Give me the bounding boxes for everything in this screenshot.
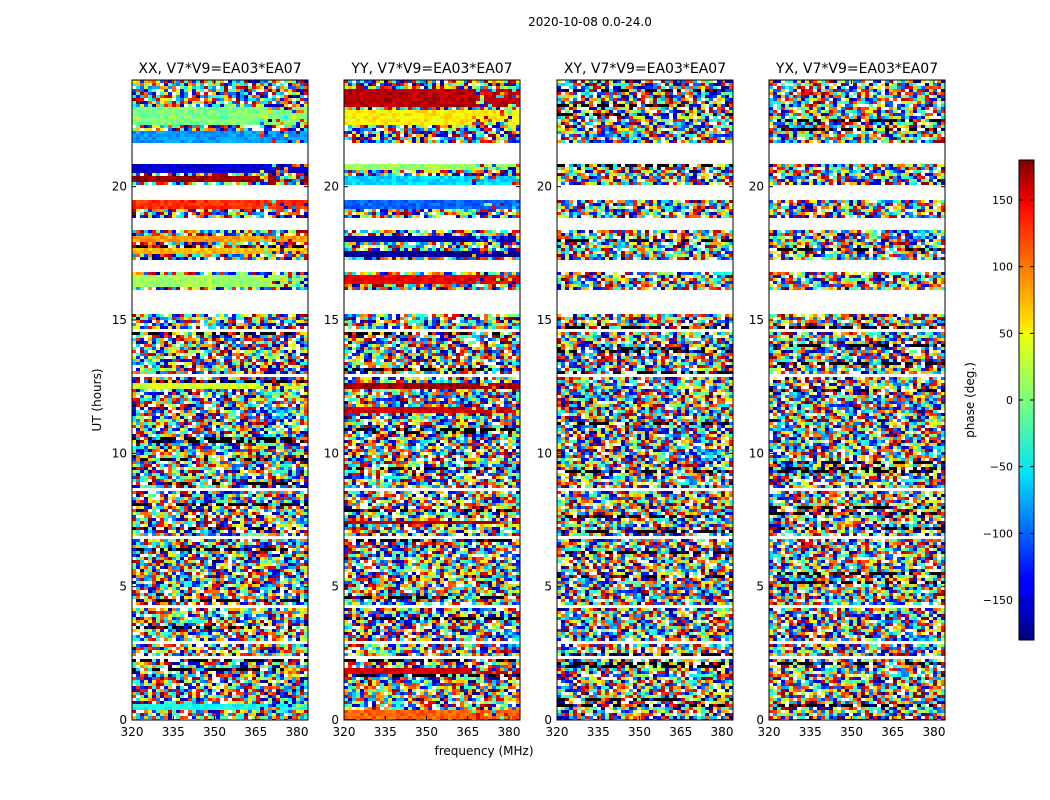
colorbar-tick-label: 0 [1006,394,1013,407]
x-tick-label: 380 [498,725,521,739]
y-tick-label: 5 [756,580,764,594]
x-tick-label: 380 [286,725,309,739]
y-tick-label: 15 [112,313,127,327]
panels: XX, V7*V9=EA03*EA07 320 335 350 365 380 0 5 10 15… [112,61,946,739]
x-axis-label: frequency (MHz) [434,744,533,758]
y-tick-label: 5 [331,580,339,594]
x-tick-label: 380 [711,725,734,739]
colorbar-tick-label: −100 [983,527,1013,540]
y-tick-label: 10 [112,446,127,460]
panel-title: XX, V7*V9=EA03*EA07 [138,61,301,77]
plot-frame [768,79,946,721]
x-tick-label: 350 [415,725,438,739]
x-tick-label: 365 [244,725,267,739]
x-tick-label: 320 [121,725,144,739]
colorbar-tick-label: 50 [999,327,1013,340]
colorbar-tick-label: 100 [992,261,1013,274]
panel-3: XY, V7*V9=EA03*EA07 320 335 350 365 380 0 5 10 15… [537,61,734,739]
x-tick-label: 350 [840,725,863,739]
plot-frame [343,79,521,721]
phase-image [344,80,520,720]
y-tick-label: 0 [331,713,339,727]
panel-4: YX, V7*V9=EA03*EA07 320 335 350 365 380 0 5 10 15… [749,61,946,739]
x-tick-label: 335 [374,725,397,739]
x-tick-label: 320 [758,725,781,739]
figure-title: 2020-10-08 0.0-24.0 [528,15,652,29]
colorbar-tick-label: −50 [990,461,1013,474]
y-tick-label: 5 [544,580,552,594]
colorbar-label: phase (deg.) [963,362,977,438]
x-tick-label: 320 [333,725,356,739]
panel-title: YY, V7*V9=EA03*EA07 [350,61,512,77]
y-tick-label: 20 [112,180,127,194]
x-tick-label: 350 [628,725,651,739]
x-tick-label: 380 [923,725,946,739]
y-tick-label: 0 [119,713,127,727]
panel-title: YX, V7*V9=EA03*EA07 [775,61,938,77]
y-tick-label: 0 [756,713,764,727]
y-tick-label: 10 [537,446,552,460]
x-tick-label: 320 [546,725,569,739]
panel-1: XX, V7*V9=EA03*EA07 320 335 350 365 380 0 5 10 15… [112,61,309,739]
plot-frame [131,79,309,721]
x-tick-label: 365 [669,725,692,739]
y-tick-label: 20 [324,180,339,194]
panel-title: XY, V7*V9=EA03*EA07 [564,61,726,77]
y-tick-label: 20 [537,180,552,194]
y-tick-label: 10 [324,446,339,460]
x-tick-label: 335 [799,725,822,739]
y-tick-label: 0 [544,713,552,727]
phase-image [557,80,733,720]
y-tick-label: 10 [749,446,764,460]
colorbar: −150 −100 −50 0 50 100 150 phase (deg.) [963,159,1035,641]
x-tick-label: 350 [203,725,226,739]
panel-2: YY, V7*V9=EA03*EA07 320 335 350 365 380 0 5 10 15… [324,61,521,739]
y-axis-label: UT (hours) [90,368,104,431]
x-tick-label: 335 [162,725,185,739]
plot-frame [556,79,734,721]
x-tick-label: 365 [881,725,904,739]
colorbar-tick-label: 150 [992,194,1013,207]
y-tick-label: 20 [749,180,764,194]
y-tick-label: 15 [537,313,552,327]
x-tick-label: 335 [587,725,610,739]
y-tick-label: 15 [324,313,339,327]
phase-image [769,80,945,720]
y-tick-label: 15 [749,313,764,327]
x-tick-label: 365 [456,725,479,739]
phase-image [132,80,308,720]
colorbar-tick-label: −150 [983,594,1013,607]
y-tick-label: 5 [119,580,127,594]
